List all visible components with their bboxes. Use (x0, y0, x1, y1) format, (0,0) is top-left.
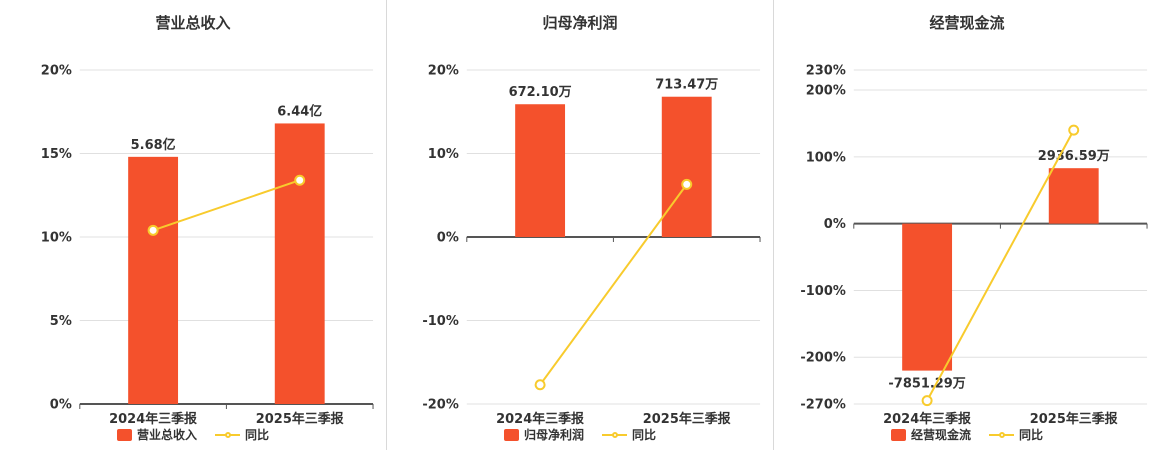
line-series-marker-icon (215, 429, 240, 440)
line-series-marker-icon (602, 429, 627, 440)
chart-panel-cashflow: 经营现金流 230% 200% 100% 0% -100% -200% -270% -7851… (773, 0, 1160, 450)
bar-series-swatch (890, 428, 906, 441)
cashflow-chart-legend: 经营现金流 同比 (774, 426, 1160, 443)
yoy-line (152, 179, 301, 232)
x-category-label: 2025年三季报 (1030, 411, 1118, 427)
y-tick-label: -270% (800, 397, 845, 412)
x-category-label: 2024年三季报 (109, 411, 197, 427)
yoy-line (539, 183, 688, 386)
legend-label-bar: 营业总收入 (136, 428, 197, 442)
x-category-label: 2025年三季报 (643, 411, 731, 427)
bar-series-swatch (503, 428, 519, 441)
bar-value-label: 6.44亿 (277, 103, 322, 119)
bar[interactable] (1048, 168, 1099, 224)
revenue-chart-plot: 20% 15% 10% 5% 0% 5.68亿 2024年三季报 6.44亿 2025年三季报 (41, 63, 374, 427)
chart-title-revenue: 营业总收入 (155, 14, 231, 32)
bar[interactable] (128, 156, 179, 404)
y-tick-label: 0% (437, 230, 459, 245)
y-tick-label: 5% (50, 314, 72, 329)
bar-value-label: 672.10万 (509, 85, 572, 100)
chart-title-net-profit: 归母净利润 (542, 14, 618, 32)
legend-label-line: 同比 (632, 428, 657, 442)
y-tick-label: -100% (800, 284, 845, 299)
y-tick-label: 100% (806, 150, 846, 165)
bar[interactable] (902, 223, 953, 371)
y-tick-label: -200% (800, 351, 845, 366)
yoy-line (926, 129, 1075, 402)
legend-label-bar: 归母净利润 (523, 428, 584, 442)
legend-item-revenue-bar[interactable]: 营业总收入 (116, 426, 197, 443)
x-category-label: 2024年三季报 (883, 411, 971, 427)
bar-value-label: 713.47万 (655, 78, 718, 93)
legend-label-line: 同比 (245, 428, 270, 442)
net-profit-chart-plot: 20% 10% 0% -10% -20% 672.10万 2024年三季报 713.47万 20… (422, 63, 761, 427)
bar-value-label: 5.68亿 (131, 137, 176, 153)
y-tick-label: 200% (806, 84, 846, 99)
y-tick-label: 20% (41, 63, 72, 78)
chart-panel-revenue: 营业总收入 20% 15% 10% 5% 0% 5.68亿 2024年三季报 6.44亿 202… (0, 0, 386, 450)
y-tick-label: 20% (428, 63, 459, 78)
line-series-marker-icon (989, 429, 1014, 440)
yoy-point-marker[interactable] (921, 395, 933, 407)
x-category-label: 2024年三季报 (496, 411, 584, 427)
bar[interactable] (661, 96, 712, 237)
yoy-point-marker[interactable] (1068, 124, 1080, 136)
legend-label-line: 同比 (1019, 428, 1044, 442)
chart-title-cashflow: 经营现金流 (929, 14, 1005, 32)
yoy-point-marker[interactable] (534, 379, 546, 391)
bar-value-label: 2936.59万 (1038, 149, 1110, 164)
net-profit-chart-legend: 归母净利润 同比 (387, 426, 773, 443)
y-tick-label: 10% (41, 230, 72, 245)
bar-series-swatch (116, 428, 132, 441)
legend-item-net-profit-bar[interactable]: 归母净利润 (503, 426, 584, 443)
legend-item-revenue-yoy[interactable]: 同比 (215, 426, 269, 443)
x-category-label: 2025年三季报 (256, 411, 344, 427)
yoy-point-marker[interactable] (294, 174, 306, 186)
legend-label-bar: 经营现金流 (910, 428, 971, 442)
legend-item-cashflow-yoy[interactable]: 同比 (989, 426, 1043, 443)
y-tick-label: 0% (824, 217, 846, 232)
legend-item-cashflow-bar[interactable]: 经营现金流 (890, 426, 971, 443)
bar[interactable] (274, 123, 325, 404)
bar-value-label: -7851.29万 (888, 377, 965, 392)
chart-panel-net-profit: 归母净利润 20% 10% 0% -10% -20% 672.10万 2024年三季报 713… (386, 0, 773, 450)
cashflow-chart-plot: 230% 200% 100% 0% -100% -200% -270% -7851.29万 20… (800, 63, 1148, 427)
revenue-chart-legend: 营业总收入 同比 (0, 426, 386, 443)
y-tick-label: 0% (50, 397, 72, 412)
yoy-point-marker[interactable] (147, 224, 159, 236)
y-tick-label: -20% (422, 397, 458, 412)
y-tick-label: 15% (41, 147, 72, 162)
yoy-point-marker[interactable] (681, 178, 693, 190)
y-tick-label: 230% (806, 63, 846, 78)
legend-item-net-profit-yoy[interactable]: 同比 (602, 426, 656, 443)
y-tick-label: 10% (428, 147, 459, 162)
bar[interactable] (515, 104, 566, 237)
y-tick-label: -10% (422, 314, 458, 329)
